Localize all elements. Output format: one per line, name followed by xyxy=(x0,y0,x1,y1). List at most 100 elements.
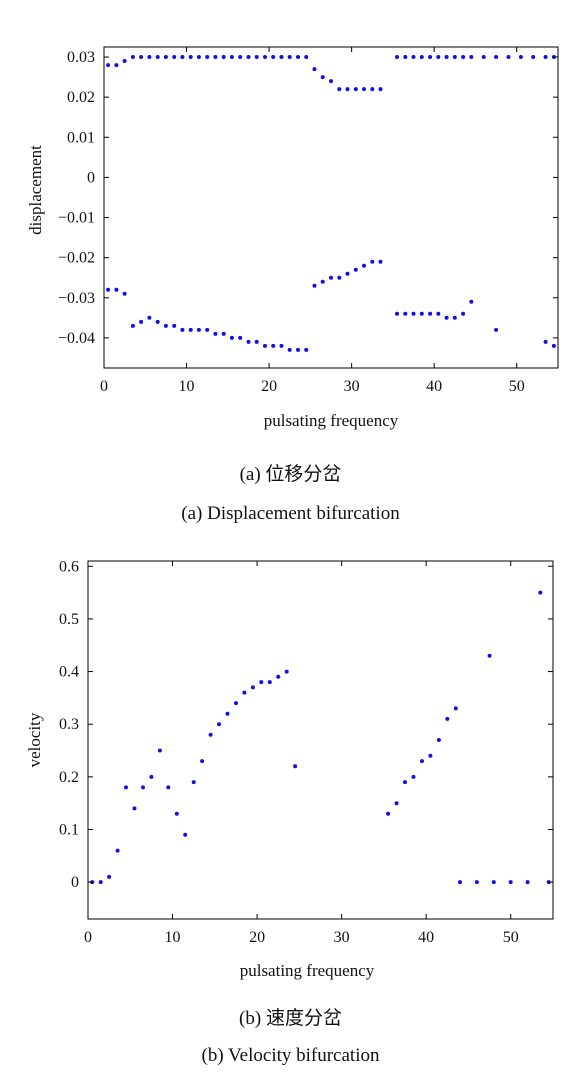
x-tick-label: 0 xyxy=(84,929,92,946)
data-point xyxy=(147,55,152,59)
data-point xyxy=(543,55,548,59)
data-point xyxy=(551,343,556,348)
data-point xyxy=(155,319,160,324)
data-point xyxy=(469,299,474,304)
data-point xyxy=(122,291,127,296)
caption-a-chinese: (a) 位移分岔 xyxy=(239,464,342,485)
data-point xyxy=(411,55,416,59)
x-tick-label: 0 xyxy=(100,378,108,395)
y-tick-label: 0.3 xyxy=(59,716,79,733)
data-point xyxy=(296,347,300,352)
data-point xyxy=(444,315,449,320)
data-point xyxy=(296,55,300,59)
y-tick-label: 0.4 xyxy=(59,664,79,681)
y-tick-label: 0 xyxy=(71,874,79,891)
data-point xyxy=(242,690,247,695)
data-point xyxy=(180,55,185,59)
x-axis-label-a: pulsating frequency xyxy=(264,411,399,430)
data-point xyxy=(279,55,284,59)
data-point xyxy=(157,748,162,753)
y-tick-label: −0.03 xyxy=(58,290,95,307)
data-point xyxy=(428,55,433,59)
data-point xyxy=(508,880,513,885)
data-point xyxy=(254,339,259,344)
data-point xyxy=(166,785,171,790)
data-point xyxy=(115,848,120,853)
data-point xyxy=(246,55,251,59)
data-point xyxy=(304,55,309,59)
plot-frame-a xyxy=(103,46,559,369)
data-point xyxy=(276,674,281,679)
data-point xyxy=(284,669,289,674)
data-point xyxy=(453,706,458,711)
data-point xyxy=(263,55,267,59)
data-point xyxy=(279,343,284,348)
plot-frame-b xyxy=(87,560,554,920)
data-point xyxy=(329,79,333,84)
x-tick-label: 40 xyxy=(426,378,442,395)
y-axis-label-b: velocity xyxy=(25,712,44,767)
data-point xyxy=(213,331,218,336)
data-point xyxy=(172,55,177,59)
x-axis-label-b: pulsating frequency xyxy=(240,961,375,980)
data-point xyxy=(411,774,416,779)
data-point xyxy=(106,63,111,68)
data-point xyxy=(132,806,137,811)
data-point xyxy=(200,759,205,764)
data-point xyxy=(163,55,168,59)
data-point xyxy=(394,801,399,806)
data-point xyxy=(114,63,119,68)
data-point xyxy=(114,287,119,292)
data-point xyxy=(196,327,201,332)
velocity-bifurcation-chart: 0 10 20 30 40 50 0 0.1 0.2 0.3 0.4 0.5 0.6 pulsating… xyxy=(25,558,554,980)
y-tick-label: 0.5 xyxy=(59,611,79,628)
data-point xyxy=(271,55,276,59)
data-point xyxy=(147,315,152,320)
data-point xyxy=(238,55,243,59)
data-point xyxy=(205,55,210,59)
data-point xyxy=(124,785,128,790)
data-point xyxy=(149,774,154,779)
data-point xyxy=(188,327,193,332)
data-point xyxy=(353,267,358,272)
x-tick-label: 10 xyxy=(165,929,181,946)
data-point xyxy=(452,55,457,59)
data-point xyxy=(378,259,383,264)
data-point xyxy=(229,55,234,59)
data-point xyxy=(139,55,144,59)
data-point xyxy=(531,55,536,59)
x-tick-label: 30 xyxy=(344,378,360,395)
y-tick-label: 0.03 xyxy=(67,49,95,66)
data-point xyxy=(395,55,399,59)
data-point xyxy=(263,343,267,348)
data-point xyxy=(436,55,441,59)
x-tick-label: 10 xyxy=(179,378,195,395)
data-point xyxy=(130,55,135,59)
data-point xyxy=(411,311,416,316)
data-point xyxy=(246,339,251,344)
y-tick-label: 0.01 xyxy=(67,129,95,146)
x-tick-label: 50 xyxy=(509,378,525,395)
data-point xyxy=(461,311,466,316)
data-point xyxy=(234,701,238,706)
data-point xyxy=(386,811,391,816)
data-point xyxy=(362,87,366,92)
data-point xyxy=(525,880,530,885)
data-point xyxy=(518,55,523,59)
data-point xyxy=(487,653,492,658)
data-point xyxy=(229,335,234,340)
data-point xyxy=(395,311,399,316)
data-point xyxy=(345,271,350,276)
data-point xyxy=(155,55,160,59)
data-point xyxy=(312,67,317,72)
data-point xyxy=(320,75,325,80)
data-point xyxy=(403,55,408,59)
data-point xyxy=(174,811,179,816)
data-point xyxy=(428,753,433,758)
data-point xyxy=(481,55,486,59)
data-point xyxy=(474,880,479,885)
data-point xyxy=(293,764,298,769)
data-point xyxy=(106,287,111,292)
data-point xyxy=(452,315,457,320)
